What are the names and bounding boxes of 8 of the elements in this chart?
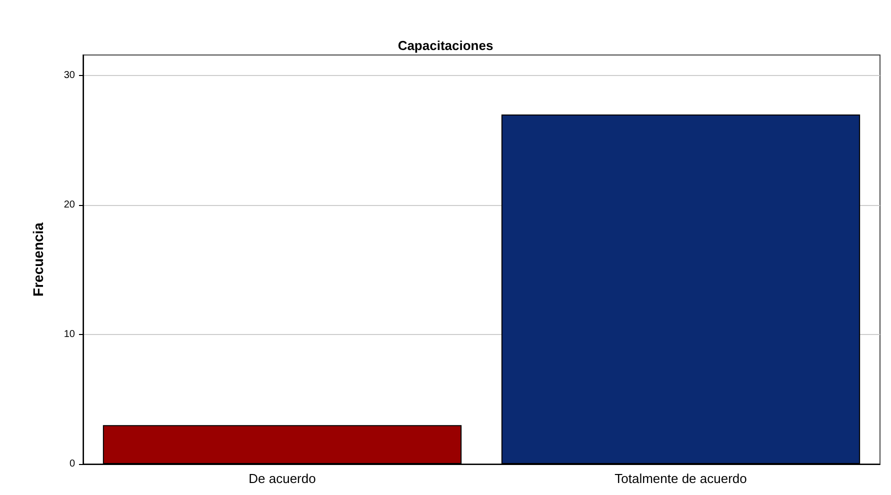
y-axis-title: Frecuencia	[30, 222, 46, 296]
x-tick-label: De acuerdo	[248, 471, 316, 486]
y-tick-label: 20	[64, 200, 76, 211]
y-tick-label: 0	[69, 458, 76, 470]
y-tick-label: 30	[64, 70, 76, 82]
x-tick-label: Totalmente de acuerdo	[614, 471, 747, 486]
y-tick-label: 10	[64, 329, 76, 340]
chart-title: Capacitaciones	[398, 38, 494, 53]
